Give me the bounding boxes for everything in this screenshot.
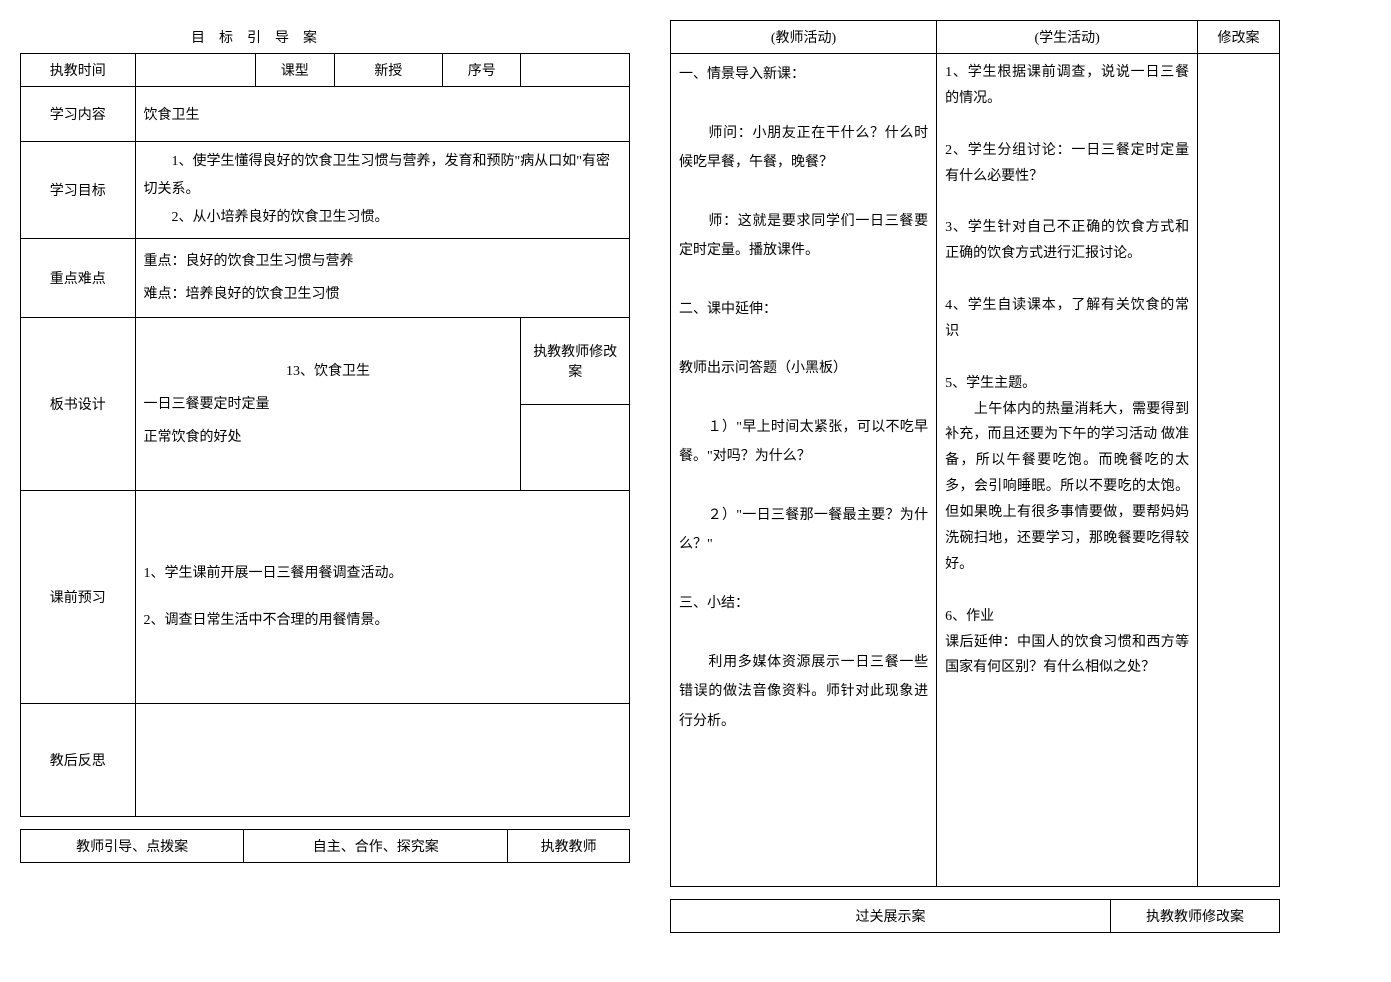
pre-class-line-2: 2、调查日常生活中不合理的用餐情景。 (144, 604, 621, 637)
key-point-1: 重点：良好的饮食卫生习惯与营养 (144, 245, 621, 278)
board-line-1: 一日三餐要定时定量 (144, 388, 513, 421)
seq-value (521, 54, 630, 87)
board-side-label: 执教教师修改案 (521, 318, 630, 405)
class-type-value: 新授 (334, 54, 443, 87)
pre-class-value: 1、学生课前开展一日三餐用餐调查活动。 2、调查日常生活中不合理的用餐情景。 (135, 491, 629, 704)
pre-class-label: 课前预习 (21, 491, 136, 704)
board-design-label: 板书设计 (21, 318, 136, 491)
footer-c3: 执教教师 (508, 830, 630, 863)
study-content-value: 饮食卫生 (135, 87, 629, 142)
footer-c1: 教师引导、点拨案 (21, 830, 244, 863)
left-footer-table: 教师引导、点拨案 自主、合作、探究案 执教教师 (20, 829, 630, 863)
right-footer-table: 过关展示案 执教教师修改案 (670, 899, 1280, 933)
board-design-value: 13、饮食卫生 一日三餐要定时定量 正常饮食的好处 (135, 318, 521, 491)
key-points-label: 重点难点 (21, 239, 136, 318)
board-side-empty (521, 404, 630, 491)
seq-label: 序号 (443, 54, 521, 87)
right-footer-c2: 执教教师修改案 (1111, 900, 1280, 933)
activity-table: (教师活动) (学生活动) 修改案 一、情景导入新课： 师问：小朋友正在干什么？… (670, 20, 1280, 887)
lesson-plan-table: 目 标 引 导 案 执教时间 课型 新授 序号 学习内容 饮食卫生 学习目标 1… (20, 20, 630, 817)
reflection-label: 教后反思 (21, 704, 136, 817)
revision-content (1198, 54, 1280, 887)
footer-c2: 自主、合作、探究案 (244, 830, 508, 863)
study-content-label: 学习内容 (21, 87, 136, 142)
revision-header: 修改案 (1198, 21, 1280, 54)
teacher-activity-content: 一、情景导入新课： 师问：小朋友正在干什么？什么时候吃早餐，午餐，晚餐？ 师：这… (671, 54, 937, 887)
student-activity-header: (学生活动) (937, 21, 1198, 54)
study-goal-label: 学习目标 (21, 142, 136, 239)
right-footer-c1: 过关展示案 (671, 900, 1111, 933)
board-line-2: 正常饮食的好处 (144, 421, 513, 454)
key-point-2: 难点：培养良好的饮食卫生习惯 (144, 278, 621, 311)
class-type-label: 课型 (256, 54, 334, 87)
teacher-activity-header: (教师活动) (671, 21, 937, 54)
board-title: 13、饮食卫生 (144, 355, 513, 388)
study-goal-value: 1、使学生懂得良好的饮食卫生习惯与营养，发育和预防"病从口如"有密切关系。 2、… (135, 142, 629, 239)
exec-time-label: 执教时间 (21, 54, 136, 87)
left-page: 目 标 引 导 案 执教时间 课型 新授 序号 学习内容 饮食卫生 学习目标 1… (20, 20, 630, 933)
exec-time-value (135, 54, 256, 87)
title-cell: 目 标 引 导 案 (21, 21, 630, 54)
reflection-value (135, 704, 629, 817)
student-activity-content: 1、学生根据课前调查，说说一日三餐的情况。 2、学生分组讨论：一日三餐定时定量有… (937, 54, 1198, 887)
pre-class-line-1: 1、学生课前开展一日三餐用餐调查活动。 (144, 557, 621, 590)
key-points-value: 重点：良好的饮食卫生习惯与营养 难点：培养良好的饮食卫生习惯 (135, 239, 629, 318)
right-page: (教师活动) (学生活动) 修改案 一、情景导入新课： 师问：小朋友正在干什么？… (670, 20, 1280, 933)
